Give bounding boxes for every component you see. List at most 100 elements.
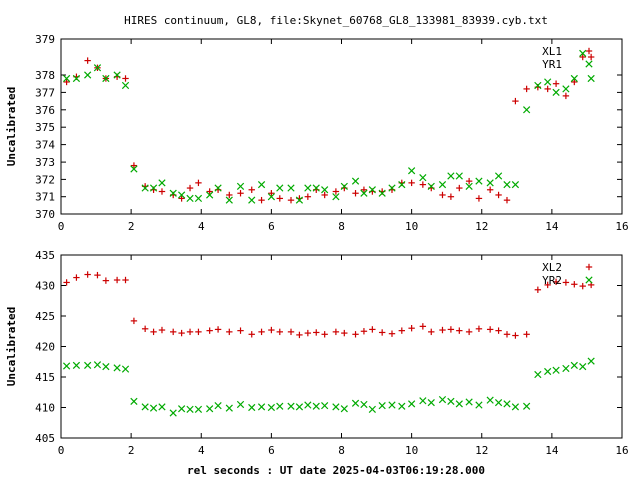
data-point-stroke xyxy=(149,404,158,412)
data-point xyxy=(512,332,519,339)
data-point-stroke xyxy=(455,400,463,408)
data-point xyxy=(447,397,455,406)
y-axis-title: Uncalibrated xyxy=(5,87,18,166)
data-point xyxy=(503,331,511,338)
data-point xyxy=(214,184,222,192)
data-point-stroke xyxy=(214,402,222,410)
data-point-stroke xyxy=(534,370,542,379)
data-point xyxy=(562,364,570,373)
panel-1: 0 2 4 6 8 10 12 14 16 370 371 372 373 374 375 376 377 378… xyxy=(5,33,629,233)
legend-marker xyxy=(585,60,593,68)
data-point-stroke xyxy=(494,172,503,180)
chart-panels: 0 2 4 6 8 10 12 14 16 370 371 372 373 374 375 376 377 378… xyxy=(5,33,629,457)
data-point xyxy=(102,74,110,83)
data-point xyxy=(130,317,138,325)
y-tick-label: 410 xyxy=(35,402,55,415)
data-point xyxy=(258,328,265,336)
data-point xyxy=(579,53,586,61)
data-point-stroke xyxy=(276,184,284,192)
data-point xyxy=(206,327,213,334)
x-tick-label: 4 xyxy=(198,220,205,233)
data-point-stroke xyxy=(511,180,520,189)
data-point xyxy=(475,401,483,409)
data-point-stroke xyxy=(113,71,121,79)
data-point-stroke xyxy=(62,74,71,83)
data-point xyxy=(562,279,570,286)
x-tick-label: 2 xyxy=(128,220,135,233)
data-point-stroke xyxy=(587,74,595,83)
data-point xyxy=(248,331,255,338)
data-point-stroke xyxy=(257,403,266,411)
data-point xyxy=(495,191,502,199)
data-point-stroke xyxy=(169,189,177,197)
data-point-stroke xyxy=(169,409,177,417)
data-point xyxy=(93,64,102,72)
data-point xyxy=(369,326,376,333)
data-point-stroke xyxy=(486,179,494,187)
y-tick-label: 378 xyxy=(35,69,55,82)
data-point-stroke xyxy=(579,49,587,58)
data-point xyxy=(170,328,177,336)
data-point xyxy=(150,328,157,336)
data-point xyxy=(321,331,328,338)
data-point xyxy=(523,85,530,93)
data-point xyxy=(141,325,149,333)
data-point xyxy=(388,184,396,192)
data-point xyxy=(225,404,233,412)
data-point xyxy=(62,362,71,370)
data-point-stroke xyxy=(72,361,81,370)
data-point-stroke xyxy=(177,405,186,413)
data-point-stroke xyxy=(419,397,427,405)
data-point xyxy=(63,279,70,286)
data-point-stroke xyxy=(295,403,304,411)
data-point-stroke xyxy=(587,357,595,365)
data-point-stroke xyxy=(287,184,295,192)
x-tick-label: 10 xyxy=(405,220,418,233)
data-point-stroke xyxy=(214,184,222,192)
y-tick-label: 377 xyxy=(35,86,55,99)
data-point xyxy=(419,181,427,188)
data-point xyxy=(503,196,511,204)
data-point-stroke xyxy=(511,403,520,411)
data-point xyxy=(113,276,121,284)
data-point xyxy=(360,400,368,409)
data-point-stroke xyxy=(225,196,233,204)
data-point-stroke xyxy=(368,186,376,194)
data-point xyxy=(186,194,194,203)
data-point-stroke xyxy=(562,85,570,93)
data-point xyxy=(398,402,406,410)
data-point-stroke xyxy=(130,397,138,406)
data-point xyxy=(321,402,329,410)
data-point xyxy=(419,397,427,405)
data-point xyxy=(486,396,494,404)
data-point xyxy=(494,398,503,407)
data-point xyxy=(447,193,455,200)
y-tick-label: 425 xyxy=(35,310,55,323)
legend-label-xl2: XL2 xyxy=(542,261,562,274)
data-point xyxy=(73,274,80,281)
data-point xyxy=(495,327,502,334)
data-point xyxy=(428,328,435,336)
data-point xyxy=(523,106,531,114)
data-point xyxy=(195,328,202,336)
data-point-stroke xyxy=(388,184,396,192)
data-point xyxy=(475,325,483,333)
data-point-stroke xyxy=(447,172,455,180)
data-point xyxy=(149,404,158,412)
data-point xyxy=(360,189,368,197)
data-point-stroke xyxy=(321,186,329,194)
y-tick-label: 405 xyxy=(35,432,55,445)
data-point xyxy=(169,189,177,197)
data-point-stroke xyxy=(102,363,110,371)
data-point-stroke xyxy=(236,400,245,409)
data-point-stroke xyxy=(248,196,256,204)
x-tick-label: 10 xyxy=(405,444,418,457)
y-tick-label: 379 xyxy=(35,33,55,46)
data-point-stroke xyxy=(312,184,320,192)
data-point-stroke xyxy=(267,403,275,412)
data-point xyxy=(186,328,194,336)
data-point xyxy=(570,361,578,370)
data-point xyxy=(552,88,560,97)
data-point xyxy=(587,357,595,365)
data-point xyxy=(534,81,542,90)
